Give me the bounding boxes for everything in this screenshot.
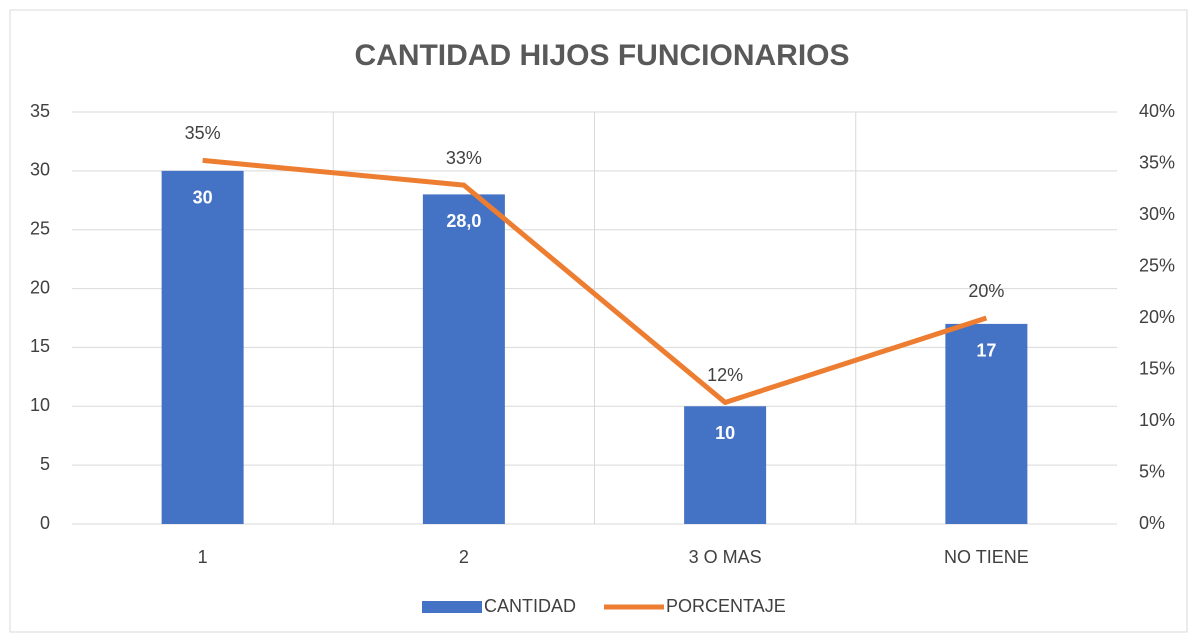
y-tick-label: 30	[30, 160, 50, 180]
bar-value-label: 10	[715, 423, 735, 443]
bar	[161, 170, 244, 524]
bar-value-label: 28,0	[446, 211, 481, 231]
y2-tick-label: 25%	[1139, 255, 1175, 275]
legend-label: CANTIDAD	[484, 596, 576, 616]
y-tick-label: 25	[30, 218, 50, 238]
x-tick-label: NO TIENE	[944, 547, 1029, 567]
x-tick-label: 3 O MAS	[689, 547, 762, 567]
y2-tick-label: 20%	[1139, 307, 1175, 327]
line	[202, 157, 988, 405]
line-value-label: 20%	[968, 281, 1004, 301]
bar	[945, 323, 1028, 524]
y-tick-label: 20	[30, 277, 50, 297]
bar	[422, 194, 505, 524]
y2-tick-label: 0%	[1139, 513, 1165, 533]
y-tick-label: 15	[30, 336, 50, 356]
chart-title: CANTIDAD HIJOS FUNCIONARIOS	[354, 39, 849, 72]
bar	[684, 406, 767, 524]
y2-tick-label: 35%	[1139, 152, 1175, 172]
bar-value-label: 17	[976, 341, 996, 361]
legend-swatch	[422, 601, 482, 613]
y-tick-label: 5	[40, 454, 50, 474]
line-value-label: 12%	[707, 365, 743, 385]
y2-tick-label: 15%	[1139, 358, 1175, 378]
y-tick-label: 0	[40, 513, 50, 533]
line-value-label: 35%	[185, 123, 221, 143]
legend-label: PORCENTAJE	[666, 596, 786, 616]
line-value-label: 33%	[446, 148, 482, 168]
y2-tick-label: 10%	[1139, 410, 1175, 430]
y2-tick-label: 5%	[1139, 461, 1165, 481]
y2-tick-label: 40%	[1139, 101, 1175, 121]
bar-value-label: 30	[193, 188, 213, 208]
x-tick-label: 1	[198, 547, 208, 567]
y-tick-label: 35	[30, 101, 50, 121]
x-tick-label: 2	[459, 547, 469, 567]
y2-tick-label: 30%	[1139, 204, 1175, 224]
y-tick-label: 10	[30, 395, 50, 415]
